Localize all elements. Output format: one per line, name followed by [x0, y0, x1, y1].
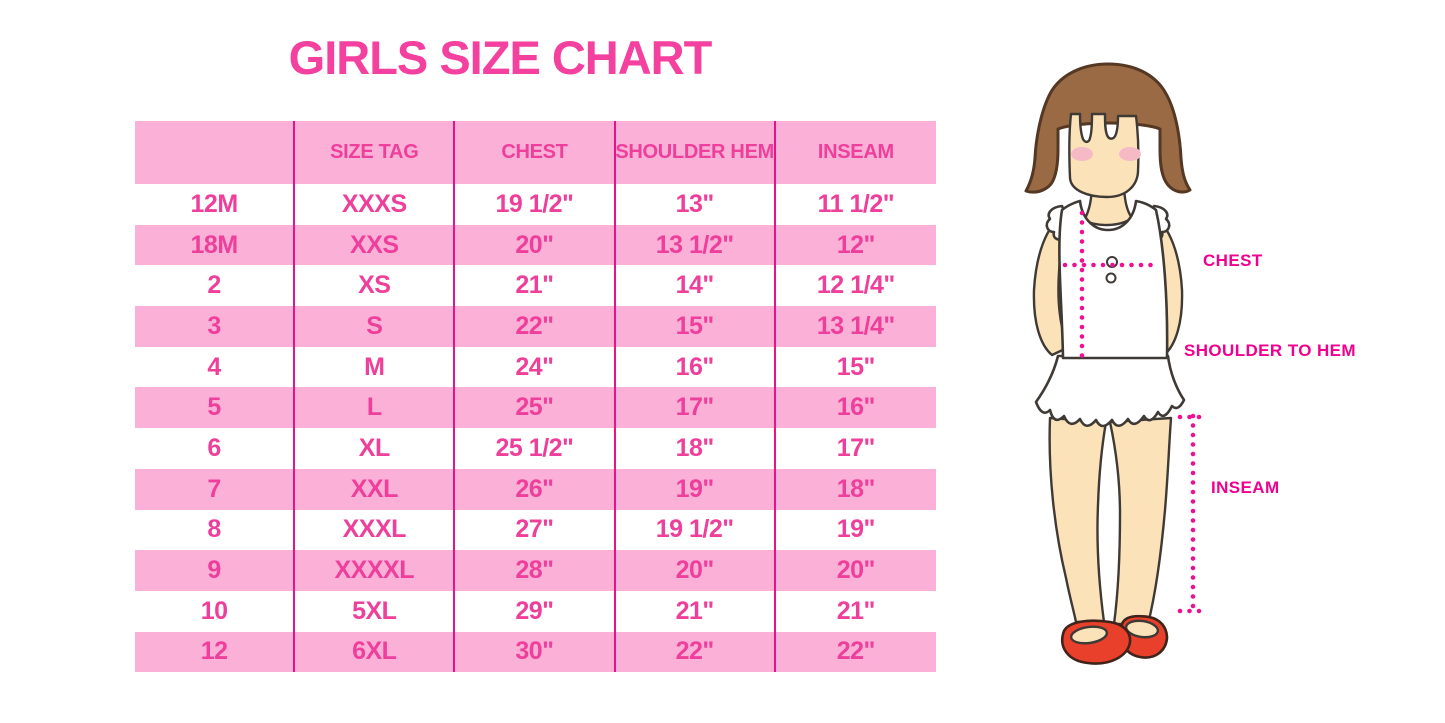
table-cell: XL: [295, 428, 456, 469]
table-cell: 19 1/2": [455, 184, 616, 225]
table-cell: 21": [455, 265, 616, 307]
table-cell: XXXL: [295, 509, 456, 551]
table-cell: 7: [135, 468, 296, 510]
table-cell: 10: [135, 590, 296, 632]
table-cell: 5XL: [295, 590, 456, 632]
table-cell: 20": [775, 550, 936, 591]
table-cell: 8: [135, 509, 296, 551]
table-cell: 25": [455, 387, 616, 429]
table-cell: 21": [616, 590, 776, 632]
table-cell: XXS: [295, 224, 456, 266]
girl-illustration: [990, 50, 1240, 680]
page-title: GIRLS SIZE CHART: [288, 31, 713, 84]
table-cell: 13": [616, 184, 776, 225]
table-cell: 22": [775, 631, 936, 673]
inseam-measurement-label: INSEAM: [1211, 478, 1280, 497]
table-cell: 22": [615, 631, 776, 673]
table-cell: 18": [616, 428, 776, 469]
table-cell: 4: [135, 346, 296, 388]
table-cell: 18M: [135, 224, 296, 266]
table-cell: 30": [455, 631, 616, 673]
table-cell: 12 1/4": [816, 271, 895, 300]
table-cell: 12": [775, 224, 936, 266]
column-header-chest: CHEST: [455, 121, 616, 184]
table-cell: 12: [135, 631, 296, 673]
girl-hair: [1024, 62, 1192, 194]
table-cell: 15": [615, 306, 776, 347]
size-chart-table: SIZE TAG CHEST SHOULDER HEM INSEAM 12M XXXS 19…: [135, 121, 936, 673]
table-cell: S: [295, 306, 456, 347]
table-cell: 27": [455, 509, 616, 551]
table-cell: 3: [135, 306, 296, 347]
girl-face: [1068, 112, 1140, 199]
table-cell: XS: [295, 265, 456, 307]
table-cell: 17": [615, 387, 776, 429]
table-cell: 14": [616, 265, 776, 307]
girl-leg-left: [1048, 416, 1108, 624]
shoulder-to-hem-measurement-label: SHOULDER TO HEM: [1184, 341, 1356, 360]
table-cell: 21": [836, 596, 876, 625]
girl-foot-right: [1124, 619, 1160, 639]
girl-skirt: [1034, 354, 1186, 428]
table-cell: L: [295, 387, 456, 429]
girl-leg-right: [1108, 416, 1173, 626]
girl-foot-left: [1069, 625, 1109, 645]
column-header-shoulder-hem: SHOULDER HEM: [615, 121, 776, 184]
table-cell: 18": [775, 468, 936, 510]
girl-illustration-svg: [1024, 62, 1210, 665]
table-cell: 25 1/2": [455, 428, 616, 469]
table-cell: XXL: [295, 468, 456, 510]
table-cell: XXXS: [295, 184, 456, 225]
table-cell: 19": [836, 515, 876, 544]
girl-blush-left: [1071, 147, 1093, 161]
girl-top-button-2: [1105, 272, 1117, 284]
table-cell: 11 1/2": [817, 189, 895, 218]
table-cell: 13 1/4": [775, 306, 936, 347]
table-cell: 12M: [135, 184, 296, 225]
table-cell: 5: [135, 387, 296, 429]
table-cell: 15": [836, 352, 876, 381]
table-cell: 17": [836, 433, 876, 462]
table-cell: 22": [455, 306, 616, 347]
girl-blush-right: [1119, 147, 1141, 161]
table-cell: 2: [135, 265, 296, 307]
chest-measurement-label: CHEST: [1203, 251, 1263, 270]
table-cell: XXXXL: [295, 550, 456, 591]
table-cell: 24": [455, 346, 616, 388]
table-cell: 19 1/2": [616, 509, 776, 551]
column-header-empty: [135, 121, 296, 184]
table-cell: M: [295, 346, 456, 388]
table-cell: 13 1/2": [615, 224, 776, 266]
table-cell: 19": [615, 468, 776, 510]
table-cell: 28": [455, 550, 616, 591]
table-cell: 6XL: [295, 631, 456, 673]
table-cell: 26": [455, 468, 616, 510]
table-cell: 29": [455, 590, 616, 632]
table-cell: 16": [616, 346, 776, 388]
table-cell: 16": [775, 387, 936, 429]
table-cell: 20": [615, 550, 776, 591]
table-cell: 6: [135, 428, 296, 469]
table-cell: 9: [135, 550, 296, 591]
column-header-inseam: INSEAM: [775, 121, 936, 184]
table-cell: 20": [455, 224, 616, 266]
column-header-size-tag: SIZE TAG: [295, 121, 456, 184]
